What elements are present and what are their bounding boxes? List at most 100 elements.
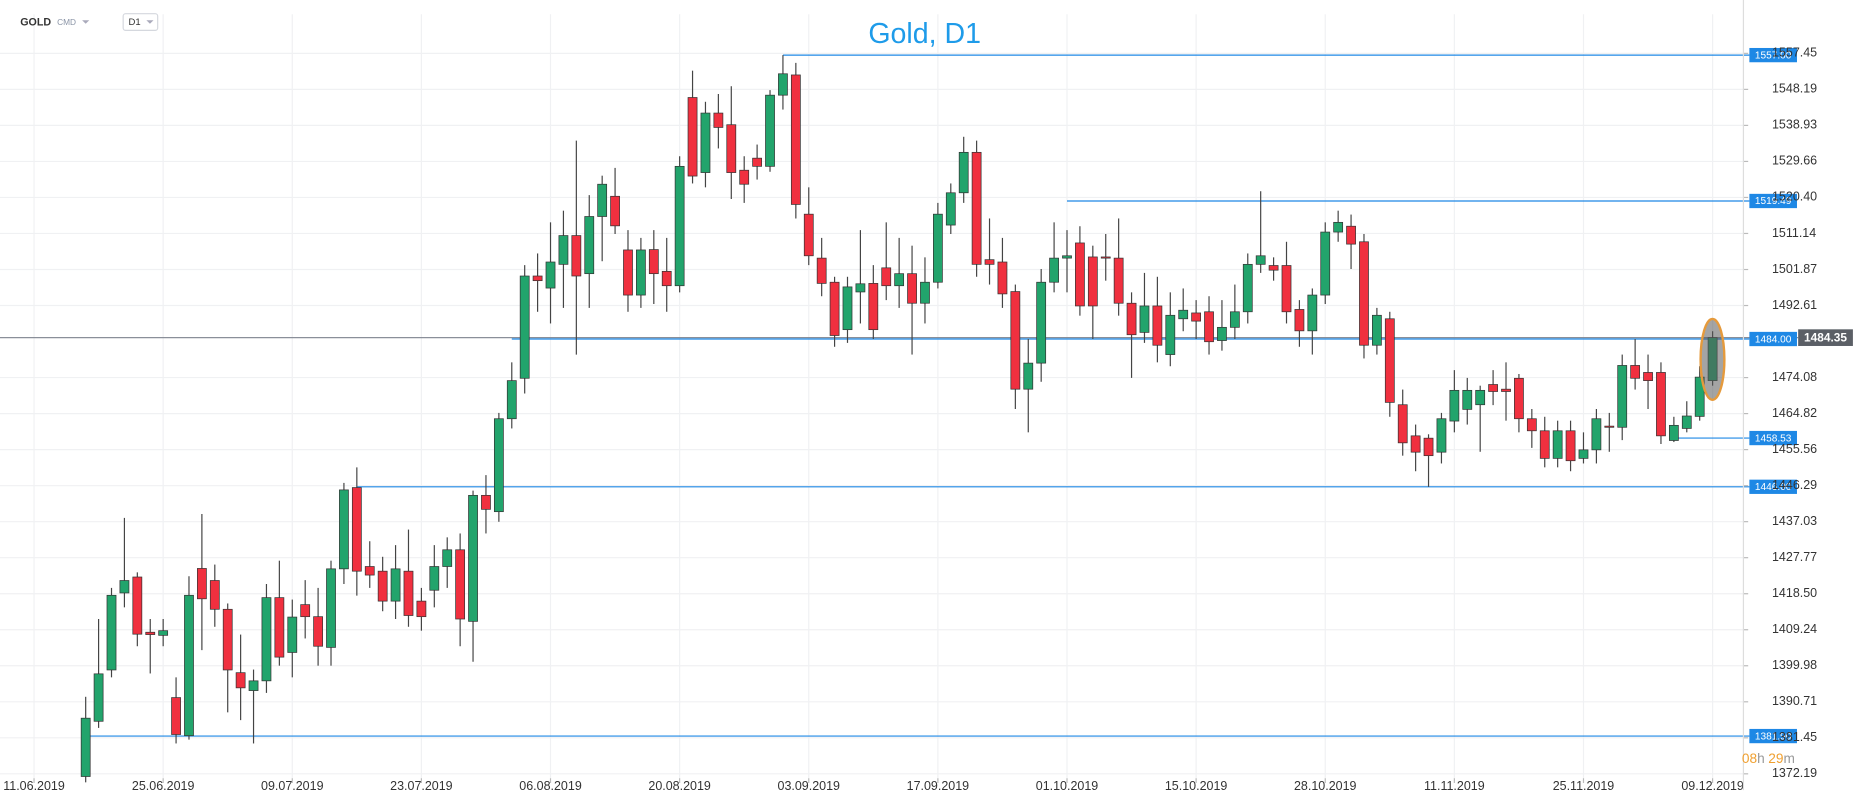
candle-body [1372, 314, 1382, 346]
y-tick-label: 1399.98 [1772, 658, 1817, 672]
candle-body [726, 124, 737, 173]
market[interactable]: CMD [57, 17, 76, 27]
y-tick-label: 1538.93 [1772, 118, 1817, 132]
candle-body [1242, 263, 1253, 313]
candle-body [1126, 302, 1137, 336]
candle-body [881, 267, 892, 287]
candle-body [93, 673, 104, 722]
chart-title: Gold, D1 [868, 18, 981, 50]
candle-body [261, 597, 272, 682]
level-label-box [1749, 430, 1797, 446]
candle-body [248, 680, 259, 691]
x-tick-label: 06.08.2019 [519, 779, 582, 793]
axes: 1557.45 1548.19 1538.93 1529.66 1520.40 1511.… [3, 0, 1853, 793]
y-tick-label: 1446.29 [1772, 478, 1817, 492]
candle-body [1423, 437, 1434, 457]
level-label-box [1749, 479, 1797, 494]
highlight-ellipse [1699, 317, 1726, 402]
candle-body [700, 112, 711, 173]
candle-body [1384, 318, 1395, 403]
candle-body [171, 697, 181, 735]
candle-body [1023, 362, 1034, 390]
interval-dropdown-arrow[interactable] [146, 20, 154, 24]
candle-body [145, 631, 156, 635]
candle-body [752, 157, 762, 167]
level-label-box [1749, 47, 1797, 63]
y-tick-label: 1409.24 [1772, 622, 1817, 636]
y-tick-label: 1437.03 [1772, 514, 1817, 528]
y-tick-label: 1390.71 [1772, 694, 1817, 708]
candle-body [455, 549, 466, 620]
candle-body [842, 286, 853, 331]
level-label: 1446.00 [1755, 482, 1792, 493]
y-tick-label: 1557.45 [1772, 46, 1817, 60]
candle-body [403, 570, 414, 616]
candle-body [339, 489, 349, 570]
candle-body [1087, 256, 1098, 307]
y-tick-label: 1511.14 [1772, 226, 1816, 240]
candle-body [1475, 389, 1486, 406]
level-label: 1484.00 [1755, 334, 1792, 345]
candle-body [209, 580, 220, 610]
candle-body [597, 183, 608, 217]
candle-body [1062, 255, 1072, 259]
candle-body [1281, 265, 1292, 313]
level-label: 1458.53 [1755, 433, 1792, 444]
candle-body [1617, 365, 1628, 428]
candle-body [984, 259, 995, 265]
candle-body [558, 235, 569, 265]
candle-body [739, 169, 750, 185]
candle-body [1565, 430, 1576, 462]
candle-body [778, 73, 788, 96]
candle-body [506, 380, 517, 420]
y-tick-label: 1529.66 [1772, 154, 1817, 168]
market-dropdown-arrow[interactable] [82, 20, 90, 24]
candle-body [119, 580, 130, 594]
y-tick-label: 1520.40 [1772, 190, 1817, 204]
x-tick-label: 25.06.2019 [132, 779, 195, 793]
candle-body [661, 270, 672, 287]
candle-body [1397, 404, 1408, 444]
x-tick-label: 23.07.2019 [390, 779, 453, 793]
x-tick-label: 09.07.2019 [261, 779, 324, 793]
candle-body [1552, 430, 1563, 459]
y-tick-label: 1548.19 [1772, 82, 1817, 96]
countdown-m: m [1784, 751, 1795, 766]
candle-body [1229, 311, 1240, 328]
candle-body [1255, 255, 1266, 265]
candles [80, 55, 1718, 783]
candle-body [687, 97, 698, 177]
candle-body [1113, 257, 1124, 304]
candle-body [1488, 384, 1498, 392]
candle-body [1462, 389, 1473, 410]
symbol[interactable]: GOLD [20, 16, 51, 28]
interval[interactable]: D1 [129, 17, 141, 28]
candle-body [1668, 424, 1679, 441]
x-tick-label: 25.11.2019 [1553, 779, 1615, 793]
candle-body [958, 151, 969, 194]
candle-body [468, 494, 478, 622]
candle-body [274, 597, 285, 658]
candle-body [571, 235, 582, 277]
x-tick-label: 17.09.2019 [907, 779, 970, 793]
candle-body [313, 616, 323, 647]
y-tick-label: 1501.87 [1772, 262, 1817, 276]
candle-body [623, 249, 633, 296]
last-price-box [1798, 329, 1853, 346]
candle-body [855, 283, 866, 293]
candle-body [1075, 242, 1085, 307]
candle-body [158, 630, 169, 636]
candle-body [519, 275, 530, 379]
candle-body [945, 192, 956, 226]
candle-body [1410, 435, 1421, 453]
candle-body [1217, 326, 1227, 341]
candle-body [1139, 305, 1150, 333]
candle-body [1152, 305, 1163, 346]
candle-body [997, 261, 1008, 295]
candle-body [584, 216, 595, 275]
candle-body [790, 74, 801, 205]
candle-body [920, 281, 930, 304]
interval-box[interactable] [122, 13, 159, 31]
countdown: 08h 29m [1742, 751, 1795, 766]
